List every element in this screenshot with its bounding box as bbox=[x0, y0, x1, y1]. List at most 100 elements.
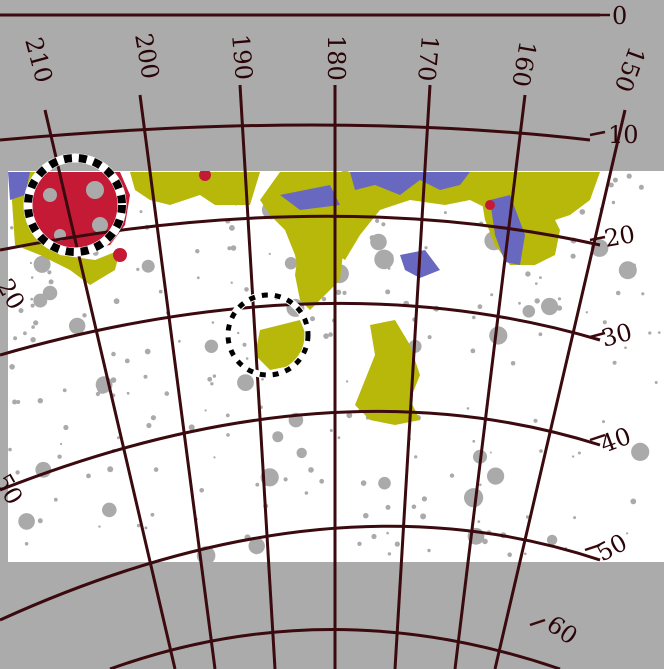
mask-spot bbox=[213, 456, 216, 459]
mask-spot bbox=[490, 293, 494, 297]
lat-label-20: 20 bbox=[602, 220, 637, 253]
mask-spot bbox=[284, 257, 298, 270]
longitude-line-150 bbox=[493, 109, 627, 669]
mask-spot bbox=[12, 399, 18, 405]
mask-spot bbox=[375, 218, 380, 223]
mask-spot bbox=[230, 281, 233, 284]
upper-exclusion-band bbox=[0, 0, 664, 171]
mask-spot bbox=[33, 255, 51, 273]
mask-spot bbox=[602, 420, 605, 424]
mask-spot bbox=[107, 466, 114, 473]
mask-spot bbox=[144, 526, 148, 530]
mask-spot bbox=[272, 431, 284, 443]
mask-spot bbox=[487, 467, 505, 485]
marker-center[interactable] bbox=[224, 291, 312, 379]
marker-left[interactable] bbox=[23, 153, 127, 257]
mask-spot bbox=[615, 290, 621, 296]
mask-spot bbox=[153, 467, 159, 472]
mask-spot bbox=[371, 533, 377, 540]
mask-spot bbox=[472, 488, 476, 492]
lon-label-180: 180 bbox=[322, 35, 350, 81]
longitude-line-200 bbox=[138, 94, 217, 669]
mask-spot bbox=[136, 523, 141, 528]
mask-spot bbox=[248, 537, 265, 555]
mask-spot bbox=[227, 246, 232, 251]
mask-spot bbox=[641, 292, 645, 296]
mask-spot bbox=[47, 270, 52, 275]
latitude-line-30 bbox=[0, 301, 601, 357]
mask-spot bbox=[29, 261, 32, 265]
lon-label-190: 190 bbox=[226, 33, 258, 81]
mask-spot bbox=[86, 473, 91, 479]
mask-spot bbox=[113, 298, 120, 305]
mask-spot bbox=[199, 488, 204, 493]
mask-spot bbox=[8, 447, 12, 452]
mask-spot bbox=[522, 305, 536, 318]
mask-spot bbox=[658, 331, 661, 334]
mask-spot bbox=[196, 276, 200, 280]
longitude-lines bbox=[43, 84, 627, 669]
mask-spot bbox=[585, 311, 588, 314]
mask-spot bbox=[33, 320, 39, 326]
mask-spot bbox=[310, 316, 315, 322]
red-holes bbox=[43, 181, 108, 241]
mask-spot bbox=[611, 200, 616, 205]
mask-spot bbox=[538, 332, 543, 337]
mask-spot bbox=[136, 267, 140, 271]
mask-spot bbox=[252, 545, 256, 549]
latitude-line-40 bbox=[0, 409, 601, 492]
mask-spot bbox=[102, 502, 117, 518]
longitude-line-210 bbox=[43, 109, 177, 669]
lat-label-10: 10 bbox=[608, 121, 639, 149]
mask-spot bbox=[242, 342, 247, 347]
mask-spot bbox=[374, 249, 394, 270]
mask-spot bbox=[482, 538, 488, 545]
mask-spot bbox=[111, 351, 116, 357]
mask-spot bbox=[225, 413, 230, 418]
mask-spot bbox=[30, 276, 34, 279]
mask-spot bbox=[139, 210, 143, 214]
mask-spot bbox=[31, 325, 35, 329]
mask-spot bbox=[30, 303, 35, 308]
yellow-region-upper bbox=[130, 172, 260, 205]
blue-region-top bbox=[350, 172, 470, 195]
mask-spot bbox=[42, 285, 58, 301]
lower-exclusion-band bbox=[0, 562, 664, 669]
mask-spot bbox=[124, 358, 130, 364]
mask-spot bbox=[226, 433, 230, 437]
mask-spot bbox=[237, 331, 240, 335]
red-region-top bbox=[199, 169, 211, 181]
mask-spot bbox=[62, 388, 67, 393]
mask-spot bbox=[10, 226, 14, 230]
mask-spot bbox=[411, 504, 417, 510]
mask-spot bbox=[126, 391, 130, 395]
mask-spot bbox=[648, 331, 652, 335]
mask-spot bbox=[579, 209, 586, 215]
mask-spot bbox=[237, 374, 254, 391]
latitude-line-20 bbox=[0, 214, 601, 252]
mask-spot bbox=[95, 391, 100, 397]
mask-spot bbox=[443, 211, 447, 215]
mask-spot bbox=[323, 333, 329, 339]
mask-spot bbox=[18, 513, 35, 530]
mask-spot bbox=[18, 308, 24, 314]
mask-spot bbox=[472, 439, 476, 443]
mask-spot bbox=[33, 293, 48, 308]
red-region-right bbox=[485, 200, 495, 210]
mask-spot bbox=[328, 332, 333, 337]
mask-spot bbox=[632, 263, 636, 267]
mask-spot bbox=[24, 542, 29, 546]
mask-spot bbox=[342, 290, 347, 295]
mask-spot bbox=[449, 473, 455, 478]
mask-spot bbox=[573, 516, 577, 520]
mask-spot bbox=[304, 491, 309, 495]
blue-region-mid bbox=[280, 185, 340, 210]
mask-spot bbox=[546, 534, 558, 546]
mask-spot bbox=[30, 297, 34, 301]
mask-spot bbox=[283, 477, 288, 482]
mask-spot bbox=[321, 296, 327, 302]
mask-spot bbox=[618, 261, 637, 280]
longitude-line-160 bbox=[453, 94, 527, 669]
mask-spot bbox=[210, 382, 214, 386]
